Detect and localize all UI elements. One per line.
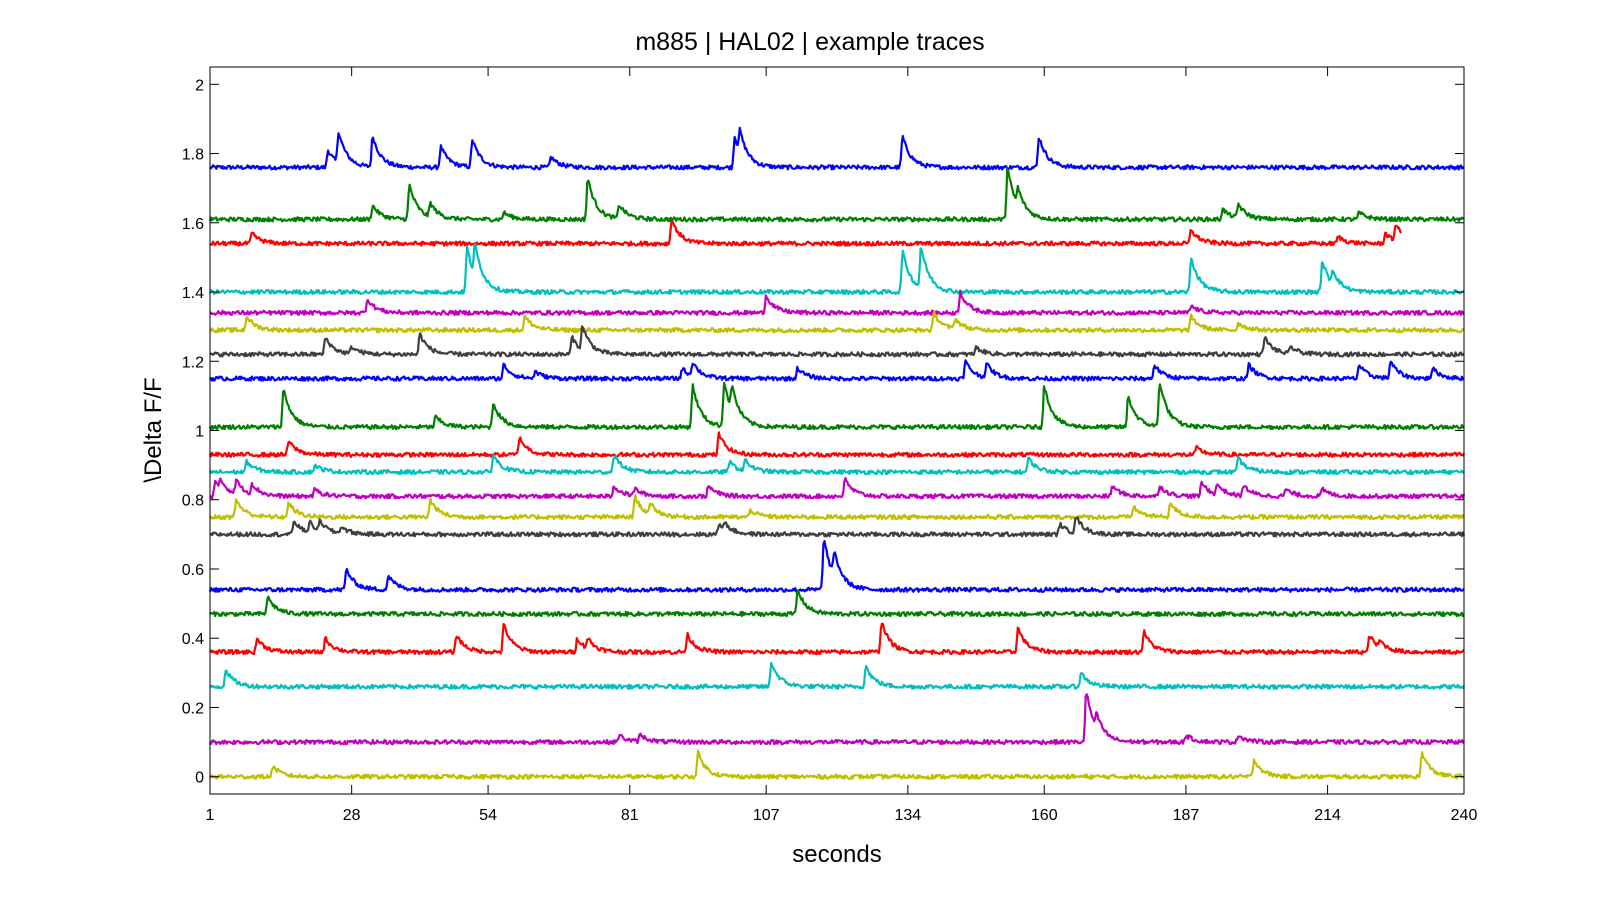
x-axis-label: seconds	[792, 841, 881, 868]
y-tick-label: 1.8	[182, 147, 204, 164]
x-tick-label: 214	[1314, 807, 1341, 824]
x-tick-label: 187	[1173, 807, 1200, 824]
trace-11	[208, 453, 1465, 476]
trace-20	[208, 749, 1465, 780]
y-tick-label: 0.2	[182, 700, 204, 717]
trace-18	[209, 662, 1466, 690]
trace-6	[209, 310, 1465, 334]
y-tick-label: 0.6	[182, 562, 204, 579]
trace-15	[208, 540, 1465, 593]
x-tick-label: 160	[1031, 807, 1058, 824]
x-tick-label: 28	[343, 807, 361, 824]
y-tick-label: 0.4	[182, 631, 204, 648]
plot-frame	[209, 66, 1465, 795]
x-tick-label: 54	[479, 807, 497, 824]
trace-4	[208, 243, 1465, 296]
trace-1	[209, 126, 1465, 171]
trace-14	[209, 515, 1466, 538]
chart-title: m885 | HAL02 | example traces	[635, 28, 984, 56]
traces-layer	[208, 126, 1466, 780]
trace-12	[209, 477, 1466, 500]
x-tick-label: 240	[1451, 807, 1478, 824]
trace-3	[209, 220, 1402, 247]
y-tick-label: 1	[195, 424, 204, 441]
trace-16	[209, 589, 1465, 618]
y-axis: 0 0.2 0.4 0.6 0.8 1 1.2 1.4 1.6 1.8 2	[182, 77, 1464, 787]
y-tick-label: 1.2	[182, 354, 204, 371]
trace-10	[208, 431, 1466, 458]
x-tick-label: 81	[621, 807, 639, 824]
trace-8	[209, 359, 1465, 382]
trace-5	[209, 290, 1465, 316]
x-tick-label: 134	[894, 807, 921, 824]
x-axis: 1 28 54 81 107 134 160 187 214 240	[206, 67, 1478, 824]
trace-2	[208, 167, 1465, 223]
trace-9	[209, 381, 1465, 431]
y-tick-label: 2	[195, 77, 204, 94]
trace-13	[208, 494, 1465, 521]
x-tick-label: 1	[206, 807, 215, 824]
x-tick-label: 107	[753, 807, 780, 824]
y-axis-label: \Delta F/F	[140, 377, 167, 482]
y-tick-label: 0	[195, 770, 204, 787]
y-tick-label: 1.6	[182, 216, 204, 233]
trace-7	[209, 325, 1465, 358]
y-tick-label: 1.4	[182, 285, 204, 302]
trace-17	[209, 622, 1465, 656]
y-tick-label: 0.8	[182, 493, 204, 510]
trace-19	[208, 693, 1465, 746]
